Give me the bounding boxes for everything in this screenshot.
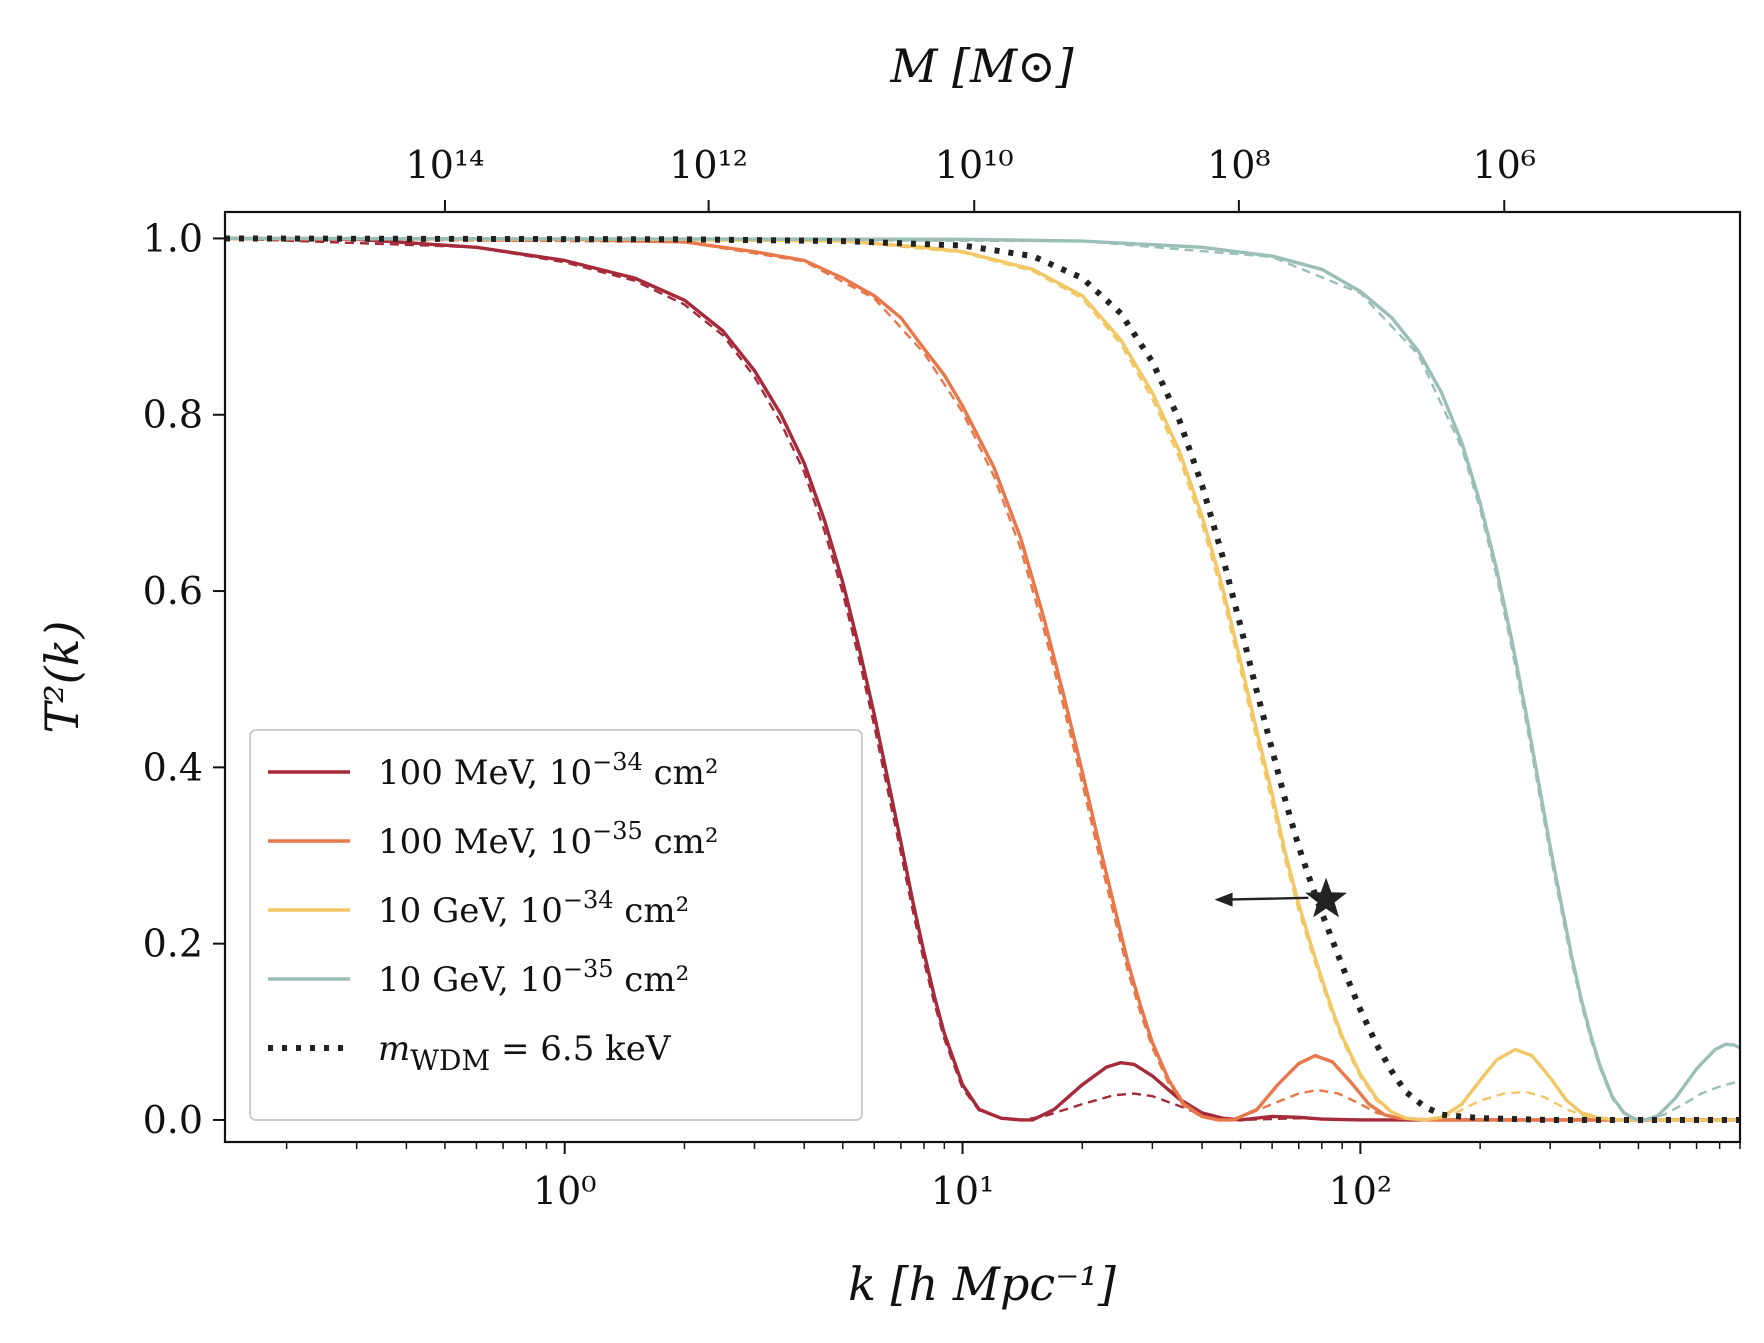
y-tick-label: 0.4: [143, 745, 203, 789]
legend-label-main: 10 GeV, 10: [378, 891, 563, 931]
star-marker: [1305, 877, 1347, 918]
series-line-4: [225, 236, 1740, 1122]
top-tick-label: 10⁶: [1472, 143, 1536, 187]
legend-label-2: 10 GeV, 10−34 cm²: [378, 886, 689, 931]
legend-label-0: 100 MeV, 10−34 cm²: [378, 748, 719, 793]
legend-label-main: 10 GeV, 10: [378, 960, 563, 1000]
top-tick-label: 10¹⁰: [935, 143, 1014, 187]
legend-label-3: 10 GeV, 10−35 cm²: [378, 955, 689, 1000]
x-tick-label: 10¹: [931, 1169, 995, 1213]
legend-label-4: mWDM = 6.5 keV: [378, 1029, 672, 1077]
series-line-3: [225, 237, 1740, 1122]
legend-label-sub: WDM: [410, 1044, 490, 1077]
legend-label-sup: −35: [592, 817, 643, 845]
series-layer: [225, 235, 1740, 1123]
arrow-shaft: [1226, 896, 1309, 901]
y-tick-label: 0.2: [143, 922, 203, 966]
x-tick-label: 10²: [1329, 1169, 1393, 1213]
legend-label-main: 100 MeV, 10: [378, 822, 592, 862]
series-line-2: [225, 236, 1740, 1122]
legend-label-main: 100 MeV, 10: [378, 753, 592, 793]
legend-label-tail: cm²: [643, 753, 719, 793]
y-tick-label: 0.0: [143, 1098, 203, 1142]
plot-frame: [223, 210, 1742, 1144]
legend-label-tail: cm²: [614, 891, 690, 931]
legend-box: [249, 729, 863, 1121]
y-axis-label: T²(k): [35, 621, 89, 734]
y-tick-label: 1.0: [143, 216, 203, 260]
axis-layer: 10⁰ 10¹ 10² 0.0 0.2 0.4 0.6 0.8 1.0 10¹⁴ 10¹² 10¹⁰ 1…: [143, 143, 1741, 1213]
series-line-5: [225, 237, 1740, 1122]
legend-label-1: 100 MeV, 10−35 cm²: [378, 817, 719, 862]
top-tick-label: 10⁸: [1207, 143, 1271, 187]
legend-label-tail: cm²: [614, 960, 690, 1000]
legend-label-sup: −34: [592, 748, 643, 776]
legend-label-tail: cm²: [643, 822, 719, 862]
x-tick-label: 10⁰: [533, 1169, 597, 1213]
legend-label-sup: −35: [563, 955, 614, 983]
legend-label-sup: −34: [563, 886, 614, 914]
series-line-6: [225, 236, 1740, 1122]
y-tick-label: 0.6: [143, 569, 203, 613]
y-tick-label: 0.8: [143, 393, 203, 437]
top-tick-label: 10¹²: [669, 143, 748, 187]
x-axis-label: k [h Mpc⁻¹]: [848, 1257, 1116, 1311]
top-axis-label: M [M⊙]: [889, 39, 1073, 93]
legend-label-main: m: [378, 1029, 410, 1069]
top-tick-label: 10¹⁴: [406, 143, 485, 187]
arrow-head: [1214, 892, 1233, 907]
annotation-layer: [1214, 877, 1347, 918]
legend-label-tail: = 6.5 keV: [490, 1029, 672, 1069]
